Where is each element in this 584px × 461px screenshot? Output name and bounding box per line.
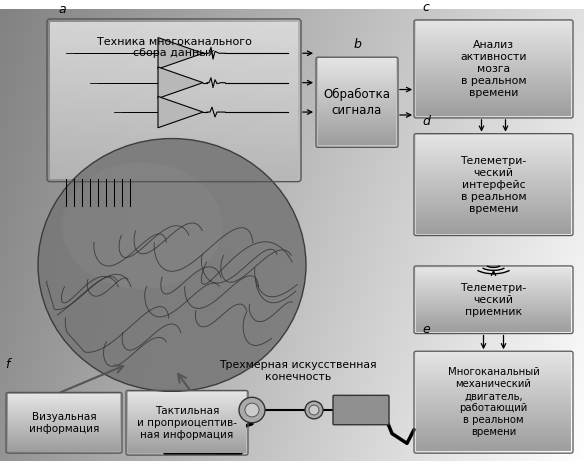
Text: Телеметри-
ческий
приемник: Телеметри- ческий приемник: [460, 283, 527, 317]
Text: Многоканальный
механический
двигатель,
работающий
в реальном
времени: Многоканальный механический двигатель, р…: [447, 367, 540, 437]
Text: Обработка
сигнала: Обработка сигнала: [324, 88, 391, 117]
Text: Техника многоканального
сбора данных: Техника многоканального сбора данных: [96, 36, 252, 58]
Text: Анализ
активности
мозга
в реальном
времени: Анализ активности мозга в реальном време…: [460, 40, 527, 98]
Text: Телеметри-
ческий
интерфейс
в реальном
времени: Телеметри- ческий интерфейс в реальном в…: [460, 156, 527, 213]
Circle shape: [239, 397, 265, 423]
Text: e: e: [422, 323, 430, 336]
Polygon shape: [158, 96, 203, 128]
Ellipse shape: [38, 138, 306, 391]
FancyBboxPatch shape: [333, 396, 389, 425]
Text: c: c: [422, 1, 429, 14]
Text: Трехмерная искусственная
конечность: Трехмерная искусственная конечность: [219, 360, 377, 382]
Circle shape: [309, 405, 319, 415]
Text: b: b: [353, 38, 361, 51]
Polygon shape: [158, 67, 203, 98]
Circle shape: [305, 401, 323, 419]
Text: a: a: [58, 3, 65, 16]
Text: d: d: [422, 115, 430, 128]
Polygon shape: [158, 38, 203, 69]
Text: f: f: [5, 358, 9, 371]
Text: Визуальная
информация: Визуальная информация: [29, 412, 99, 434]
Ellipse shape: [61, 163, 223, 289]
Circle shape: [245, 403, 259, 417]
Text: Тактильная
и проприоцептив-
ная информация: Тактильная и проприоцептив- ная информац…: [137, 406, 237, 440]
